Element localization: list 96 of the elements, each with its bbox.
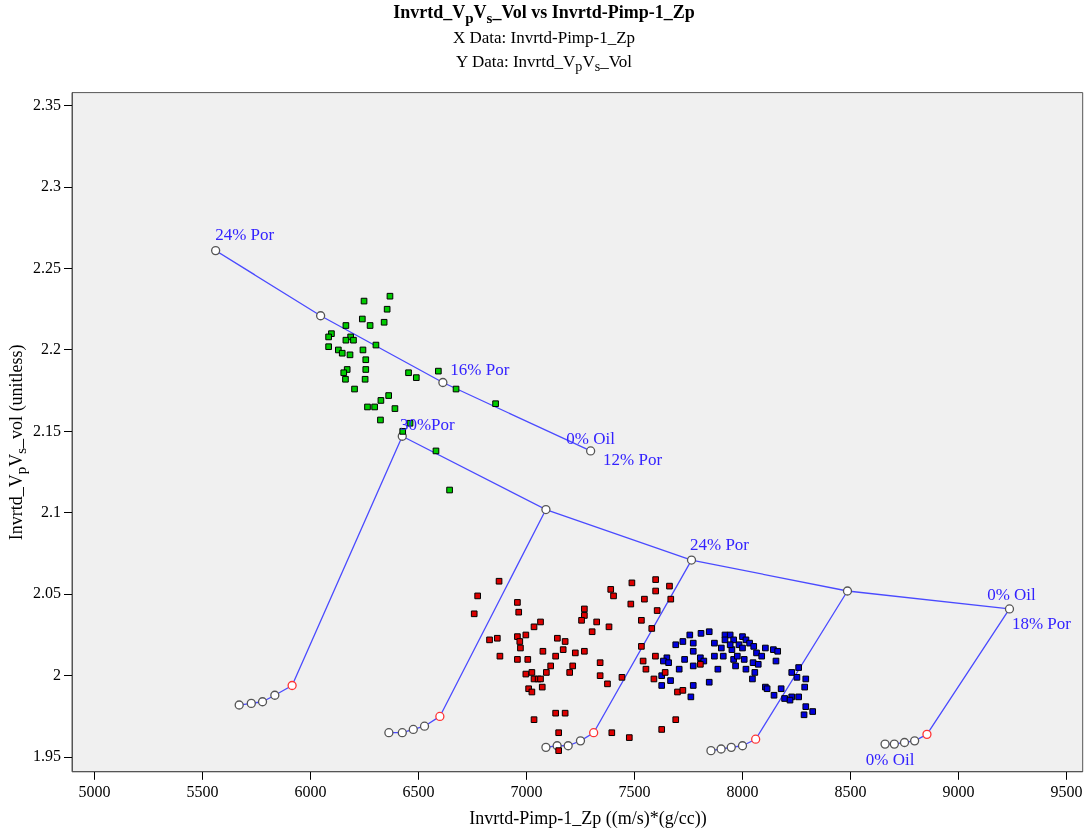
point bbox=[366, 322, 374, 329]
point bbox=[384, 728, 394, 738]
point bbox=[372, 341, 380, 349]
y-tick-label: 2.2 bbox=[41, 340, 61, 358]
point bbox=[325, 343, 332, 351]
point bbox=[342, 336, 350, 344]
point bbox=[287, 680, 297, 691]
y-tick-label: 2.35 bbox=[33, 95, 61, 113]
point bbox=[910, 736, 920, 746]
chart-title: Invrtd_V$_{p}$V$_{s}$_Vol vs Invrtd-Pimp-1_Zp bbox=[392, 2, 696, 27]
point bbox=[405, 369, 412, 377]
point bbox=[541, 742, 551, 753]
point bbox=[726, 742, 736, 753]
point bbox=[257, 697, 268, 707]
annotation: 12% Por bbox=[603, 450, 663, 470]
point bbox=[541, 504, 551, 515]
point bbox=[589, 728, 599, 738]
x-tick-label: 7500 bbox=[618, 782, 651, 800]
point bbox=[234, 700, 244, 710]
point bbox=[446, 486, 453, 494]
point bbox=[1004, 604, 1015, 614]
point bbox=[361, 375, 369, 383]
point bbox=[575, 736, 586, 746]
point bbox=[716, 744, 726, 754]
point bbox=[842, 586, 853, 596]
point bbox=[246, 698, 256, 709]
point bbox=[686, 555, 697, 565]
x-tick-label: 8000 bbox=[726, 782, 759, 800]
annotation: 16% Por bbox=[450, 359, 510, 379]
point bbox=[377, 416, 384, 424]
point bbox=[419, 721, 430, 731]
point bbox=[346, 351, 354, 359]
x-tick-label: 5500 bbox=[186, 782, 219, 800]
y-tick-label: 2.15 bbox=[33, 421, 61, 439]
point bbox=[315, 311, 326, 321]
point bbox=[385, 392, 392, 399]
point bbox=[325, 333, 332, 341]
point bbox=[338, 349, 346, 357]
point bbox=[585, 446, 596, 456]
point bbox=[371, 403, 378, 411]
annotation: 24% Por bbox=[215, 225, 275, 245]
point bbox=[351, 385, 358, 393]
point bbox=[386, 292, 394, 300]
point bbox=[492, 400, 499, 408]
x-tick-label: 9000 bbox=[942, 782, 975, 800]
x-tick-label: 5000 bbox=[78, 782, 111, 800]
annotation: 30%Por bbox=[399, 414, 455, 434]
point bbox=[360, 297, 368, 305]
point bbox=[432, 447, 440, 455]
point bbox=[362, 356, 370, 364]
point bbox=[211, 245, 221, 256]
point bbox=[889, 739, 899, 749]
point bbox=[380, 318, 388, 326]
point bbox=[737, 741, 748, 751]
point bbox=[358, 315, 366, 323]
point bbox=[435, 711, 445, 722]
point bbox=[922, 729, 932, 739]
point bbox=[383, 305, 391, 313]
point bbox=[397, 728, 407, 738]
point bbox=[899, 737, 910, 748]
y-tick-label: 2.25 bbox=[33, 258, 61, 276]
point bbox=[359, 346, 367, 354]
annotation: 0% Oil bbox=[987, 585, 1037, 605]
point bbox=[342, 375, 349, 383]
point bbox=[563, 741, 573, 751]
annotation: 18% Por bbox=[1011, 614, 1072, 634]
x-tick-label: 7000 bbox=[510, 782, 543, 800]
point bbox=[706, 745, 716, 756]
point bbox=[340, 369, 348, 377]
point bbox=[880, 739, 890, 749]
point bbox=[377, 397, 385, 404]
x-tick-label: 6000 bbox=[294, 782, 327, 800]
annotation: 0% Oil bbox=[865, 749, 915, 769]
point bbox=[362, 366, 370, 373]
point bbox=[342, 322, 350, 329]
x-tick-label: 6500 bbox=[402, 782, 435, 800]
x-tick-label: 9500 bbox=[1050, 782, 1083, 800]
y-tick-label: 2.3 bbox=[41, 177, 61, 195]
x-tick-label: 8500 bbox=[834, 782, 867, 800]
y-tick-label: 2.05 bbox=[33, 584, 61, 602]
point bbox=[751, 734, 761, 744]
point bbox=[364, 403, 371, 411]
point bbox=[452, 385, 460, 393]
chart-subtitle: X Data: Invrtd-Pimp-1_Zp Y Data: Invrtd_V$_{p}$V$_{s}$_Vol bbox=[451, 27, 637, 77]
annotation: 24% Por bbox=[689, 534, 750, 554]
point bbox=[435, 367, 442, 375]
x-axis-title: Invrtd-Pimp-1_Zp ((m/s)*(g/cc)) bbox=[468, 808, 708, 829]
y-tick-label: 2 bbox=[53, 665, 61, 683]
point bbox=[412, 374, 420, 381]
y-tick-label: 1.95 bbox=[33, 747, 61, 765]
y-tick-label: 2.1 bbox=[41, 503, 61, 521]
point bbox=[391, 405, 399, 412]
point bbox=[438, 377, 448, 388]
annotation: 0% Oil bbox=[566, 429, 616, 449]
point bbox=[270, 690, 280, 700]
point bbox=[408, 724, 418, 735]
